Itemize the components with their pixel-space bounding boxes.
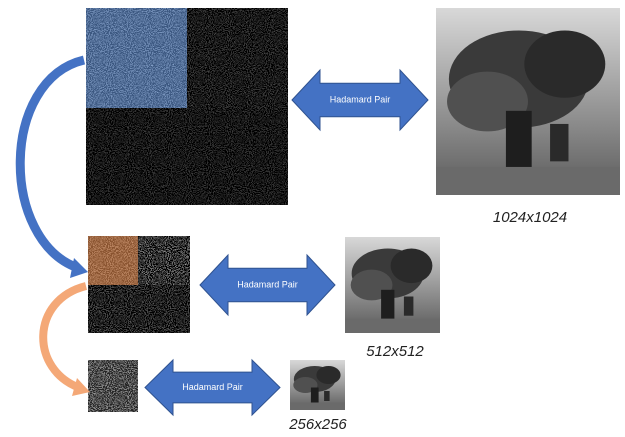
size-label: 256x256 [288,416,347,433]
image-small [290,360,345,410]
hadamard-medium [88,236,190,333]
image-large [436,8,620,195]
hadamard-large [86,8,288,205]
arrow-label: Hadamard Pair [330,94,391,104]
hadamard-small [88,360,138,412]
image-medium [345,237,440,333]
arrow-head [72,378,90,396]
size-label: 1024x1024 [493,209,567,226]
arrow-label: Hadamard Pair [237,279,298,289]
arrow-label: Hadamard Pair [182,382,243,392]
size-label: 512x512 [366,343,424,360]
curved-arrow [43,286,86,388]
curved-arrow [20,60,84,268]
diagram: Hadamard PairHadamard PairHadamard Pair … [0,0,625,437]
